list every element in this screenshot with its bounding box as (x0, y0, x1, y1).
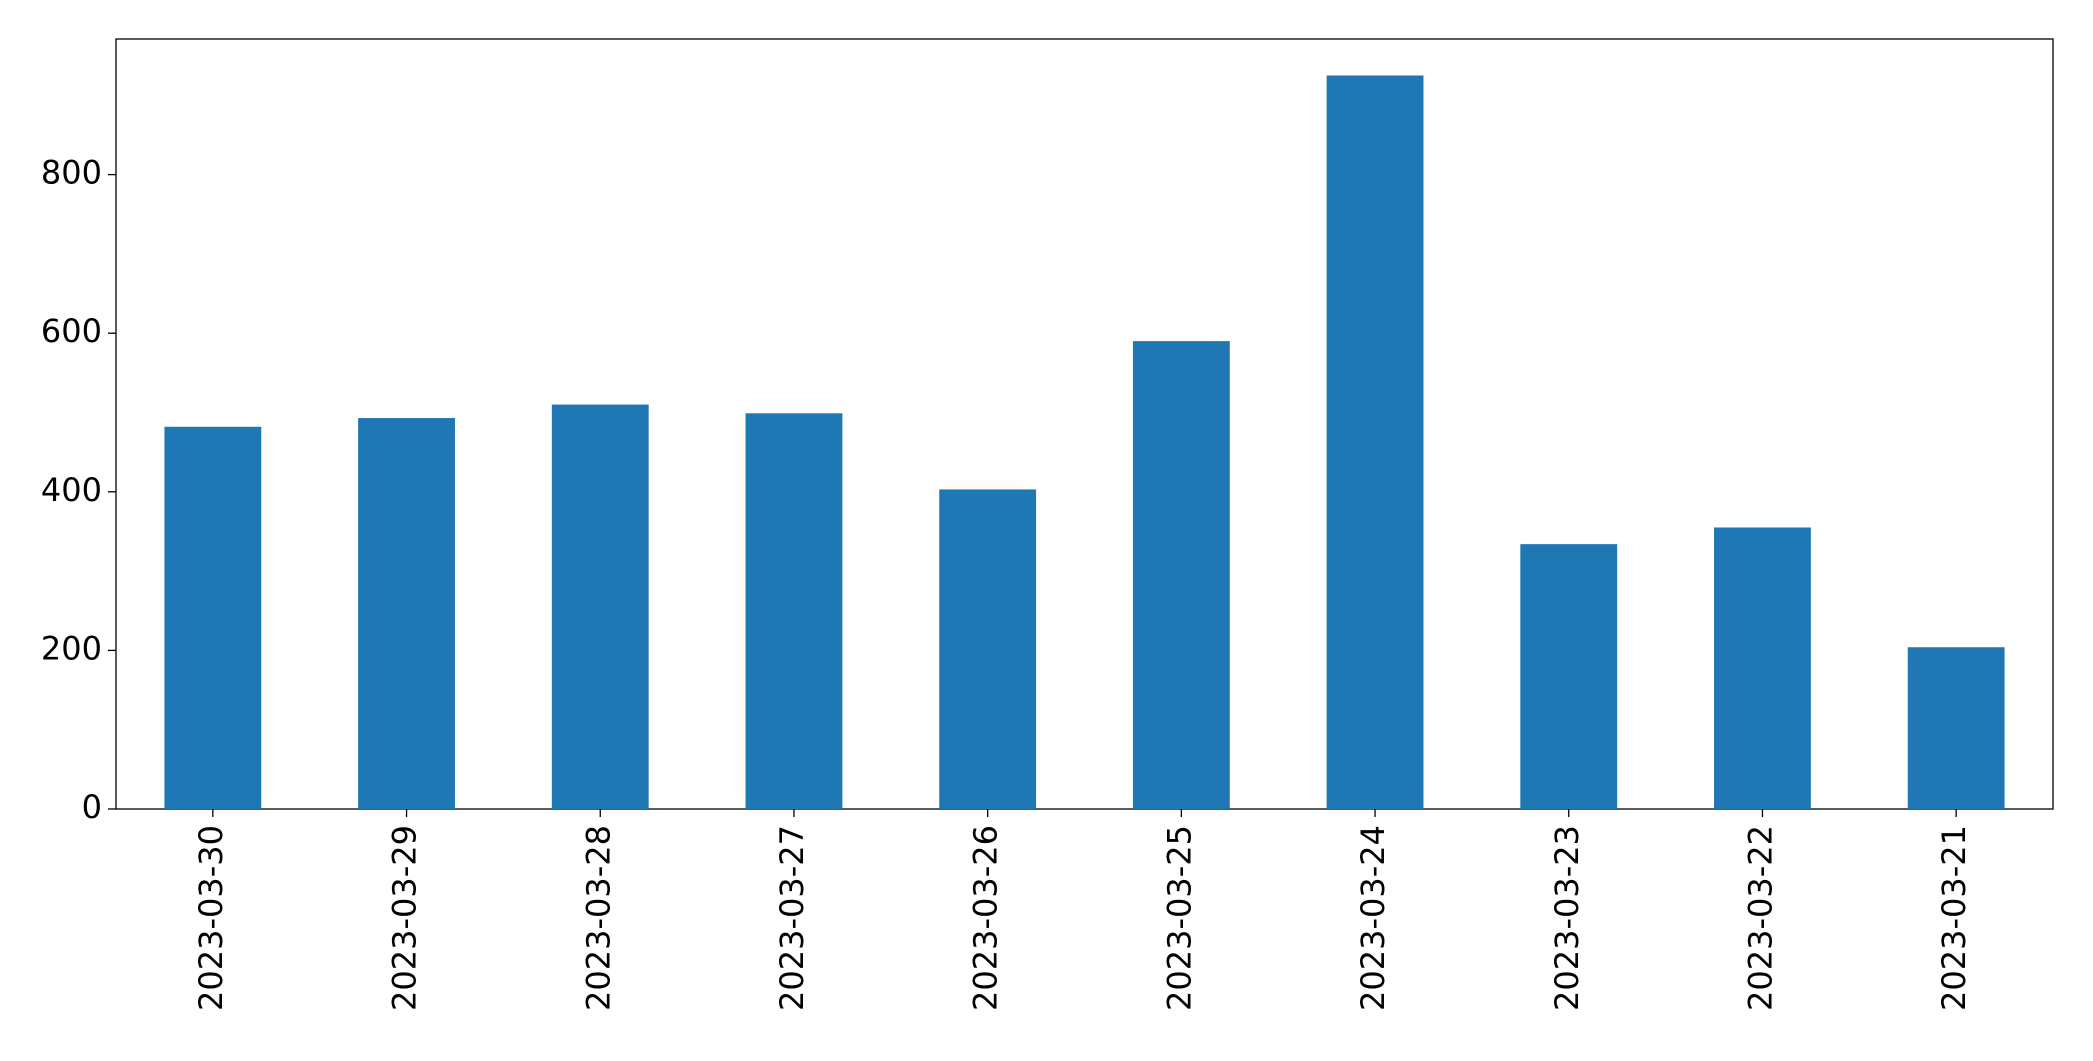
bar (1326, 75, 1424, 810)
bar (1907, 647, 2005, 809)
x-tick-label: 2023-03-23 (1548, 825, 1586, 1011)
x-tick-label: 2023-03-29 (386, 825, 424, 1011)
x-tick-label: 2023-03-25 (1160, 825, 1198, 1011)
bar (1520, 544, 1618, 809)
x-tick-label: 2023-03-30 (192, 825, 230, 1011)
x-tick-label: 2023-03-21 (1935, 825, 1973, 1011)
plot-frame (115, 38, 2054, 810)
bar (745, 413, 843, 809)
bar (164, 426, 262, 809)
bar (551, 404, 649, 809)
y-tick-label: 600 (41, 312, 102, 350)
y-tick-label: 0 (82, 788, 102, 826)
x-tick-label: 2023-03-22 (1741, 825, 1779, 1011)
x-tick-label: 2023-03-26 (967, 825, 1005, 1011)
bar (939, 489, 1037, 809)
bar (358, 418, 455, 809)
y-tick-label: 200 (41, 629, 102, 667)
x-tick-label: 2023-03-27 (773, 825, 811, 1011)
bar (1714, 527, 1811, 809)
x-tick-label: 2023-03-24 (1354, 825, 1392, 1011)
x-tick-label: 2023-03-28 (579, 825, 617, 1011)
y-tick-label: 400 (41, 471, 102, 509)
y-tick-label: 800 (41, 154, 102, 192)
bar (1132, 341, 1230, 809)
